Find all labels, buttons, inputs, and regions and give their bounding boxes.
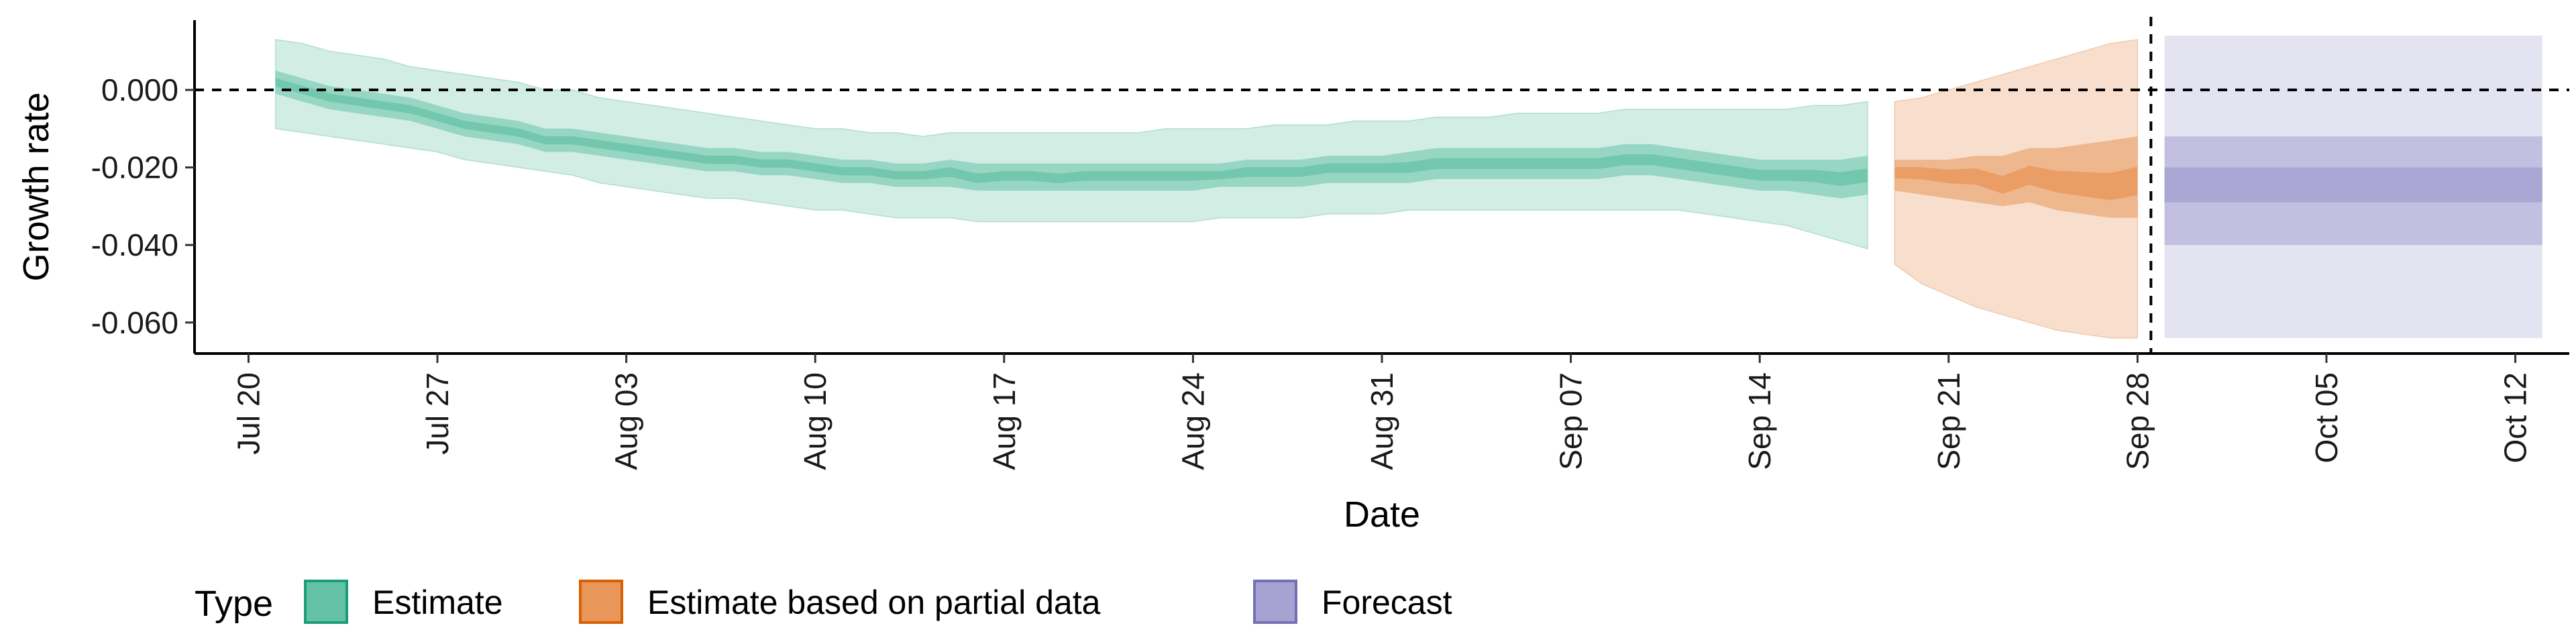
tick-labels: 0.000 -0.020 -0.040 -0.060 Jul 20 Jul 27 Aug 0… [91, 72, 2533, 470]
x-tick-label: Oct 12 [2498, 372, 2533, 464]
x-tick-label: Aug 10 [798, 372, 833, 470]
reference-lines [195, 17, 2569, 354]
x-tick-label: Aug 31 [1364, 372, 1399, 470]
y-tick-label: 0.000 [101, 72, 178, 107]
x-tick-label: Oct 05 [2309, 372, 2344, 464]
x-tick-label: Jul 20 [231, 372, 266, 455]
x-tick-label: Aug 24 [1175, 372, 1210, 470]
x-tick-label: Sep 14 [1742, 372, 1777, 470]
x-tick-label: Sep 21 [1931, 372, 1966, 470]
legend-label-1: Estimate based on partial data [647, 584, 1101, 621]
legend: Type Estimate Estimate based on partial d… [195, 580, 1452, 624]
x-axis-title: Date [1344, 494, 1420, 535]
band-90-0 [274, 39, 1868, 250]
x-tick-label: Sep 28 [2120, 372, 2155, 470]
legend-swatch-0 [304, 580, 348, 624]
forecast-band-30 [2164, 167, 2542, 203]
legend-title: Type [195, 584, 273, 624]
axes [185, 20, 2569, 363]
legend-swatch-1 [579, 580, 623, 624]
x-tick-label: Jul 27 [420, 372, 455, 455]
band-20-1 [1894, 166, 2138, 201]
legend-swatch-2 [1253, 580, 1297, 624]
x-tick-label: Sep 07 [1554, 372, 1589, 470]
plot-bands [274, 36, 2542, 339]
x-tick-label: Aug 03 [609, 372, 644, 470]
y-tick-label: -0.060 [91, 305, 178, 340]
x-tick-label: Aug 17 [987, 372, 1022, 470]
y-axis-title: Growth rate [16, 92, 56, 281]
band-20-0 [275, 78, 1868, 186]
legend-label-0: Estimate [372, 584, 503, 621]
y-tick-label: -0.040 [91, 227, 178, 262]
y-tick-label: -0.020 [91, 150, 178, 185]
legend-label-2: Forecast [1322, 584, 1452, 621]
